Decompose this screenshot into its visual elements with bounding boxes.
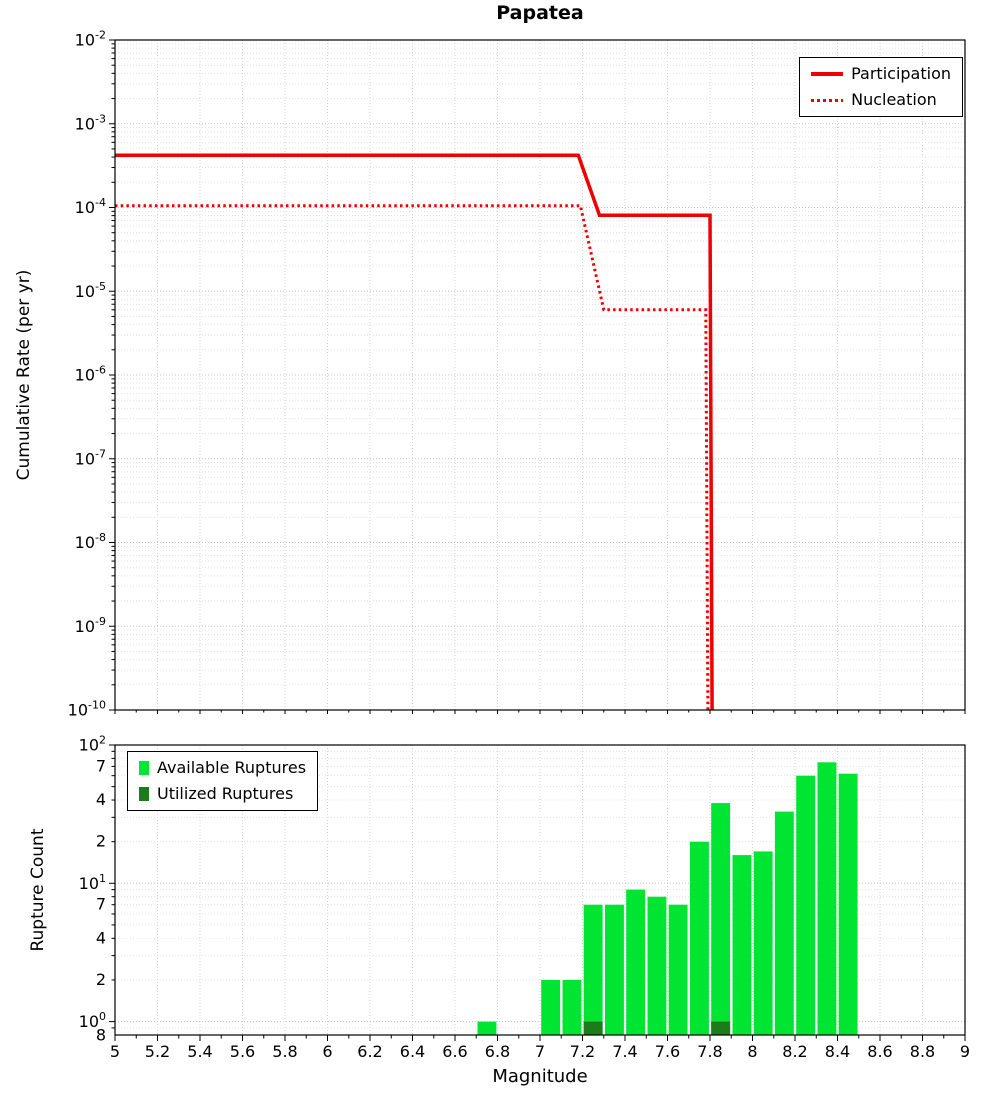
svg-text:2: 2 [96, 970, 106, 989]
x-axis-label: Magnitude [492, 1066, 588, 1087]
available-ruptures-swatch [139, 761, 149, 775]
svg-text:8: 8 [747, 1042, 757, 1061]
rupture-legend: Available Ruptures Utilized Ruptures [127, 751, 319, 811]
svg-text:5.4: 5.4 [187, 1042, 212, 1061]
svg-text:5.2: 5.2 [145, 1042, 170, 1061]
svg-text:101: 101 [79, 872, 106, 893]
svg-text:6.2: 6.2 [357, 1042, 382, 1061]
nucleation-line [115, 204, 710, 711]
utilized-ruptures-label: Utilized Ruptures [157, 784, 294, 803]
svg-text:4: 4 [96, 790, 106, 809]
svg-text:4: 4 [96, 928, 106, 947]
legend-item-utilized-ruptures: Utilized Ruptures [139, 785, 306, 803]
rate-legend: Participation Nucleation [799, 57, 963, 117]
legend-item-nucleation: Nucleation [811, 91, 951, 109]
svg-text:7: 7 [535, 1042, 545, 1061]
svg-text:7: 7 [96, 756, 106, 775]
participation-line-swatch [811, 72, 844, 76]
svg-text:6.8: 6.8 [485, 1042, 510, 1061]
utilized-ruptures-swatch [139, 787, 149, 801]
nucleation-label: Nucleation [851, 90, 937, 109]
svg-text:8: 8 [96, 1026, 106, 1045]
svg-text:8.6: 8.6 [867, 1042, 892, 1061]
svg-text:7.4: 7.4 [612, 1042, 637, 1061]
svg-text:9: 9 [960, 1042, 970, 1061]
svg-text:7.8: 7.8 [697, 1042, 722, 1061]
utilized-ruptures-bars [583, 1021, 731, 1035]
available-ruptures-label: Available Ruptures [157, 758, 307, 777]
svg-text:7.6: 7.6 [655, 1042, 680, 1061]
nucleation-line-swatch [811, 98, 844, 102]
participation-label: Participation [851, 64, 951, 83]
available-ruptures-bars [477, 762, 858, 1035]
svg-text:5.6: 5.6 [230, 1042, 255, 1061]
svg-text:2: 2 [96, 832, 106, 851]
svg-text:5: 5 [110, 1042, 120, 1061]
svg-text:8.8: 8.8 [910, 1042, 935, 1061]
svg-text:8.4: 8.4 [825, 1042, 850, 1061]
legend-item-available-ruptures: Available Ruptures [139, 759, 306, 777]
legend-item-participation: Participation [811, 65, 951, 83]
svg-text:6: 6 [322, 1042, 332, 1061]
svg-text:7.2: 7.2 [570, 1042, 595, 1061]
svg-text:7: 7 [96, 895, 106, 914]
svg-text:6.4: 6.4 [400, 1042, 425, 1061]
svg-text:6.6: 6.6 [442, 1042, 467, 1061]
svg-text:8.2: 8.2 [782, 1042, 807, 1061]
svg-text:5.8: 5.8 [272, 1042, 297, 1061]
chart-title: Papatea [496, 2, 584, 24]
participation-line [115, 153, 714, 711]
svg-text:102: 102 [79, 734, 106, 755]
